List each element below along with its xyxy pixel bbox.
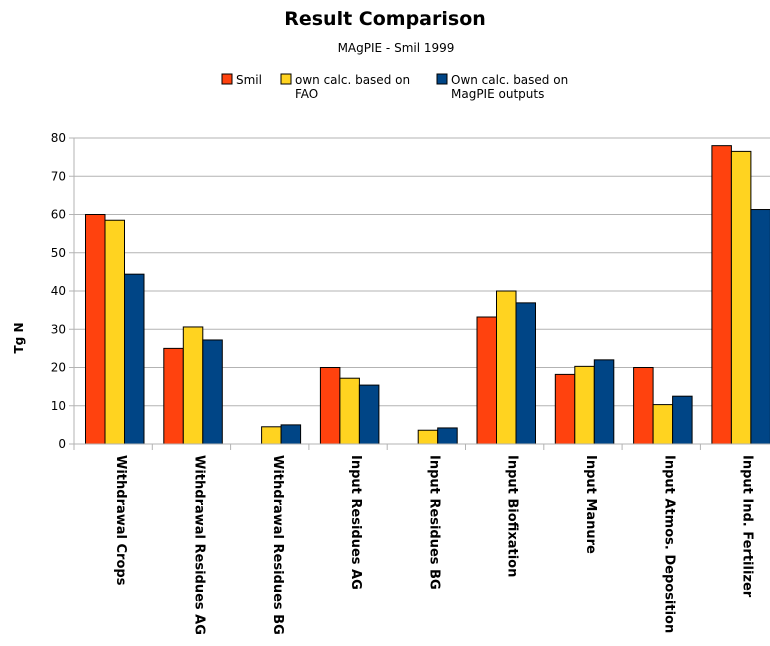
bar <box>339 377 360 445</box>
x-category-label: Input Residues AG <box>348 455 363 590</box>
x-category-label: Withdrawal Crops <box>113 455 128 586</box>
bar <box>280 424 302 445</box>
bar <box>554 373 576 445</box>
bar <box>85 214 106 445</box>
legend-label: Smil <box>236 73 262 87</box>
bar <box>124 273 145 445</box>
bar <box>711 145 732 445</box>
legend-label: MagPIE outputs <box>451 87 544 101</box>
axes <box>73 138 770 450</box>
y-tick-label: 70 <box>51 169 66 183</box>
bar <box>730 150 752 445</box>
x-category-label: Input Ind. Fertilizer <box>740 455 755 598</box>
y-axis-label: Tg N <box>12 323 26 354</box>
bar <box>319 367 341 445</box>
x-category-label: Input Biofixation <box>505 455 520 577</box>
x-category-label: Withdrawal Residues AG <box>191 455 206 635</box>
y-tick-label: 30 <box>51 322 66 336</box>
bar <box>515 302 536 445</box>
bar <box>104 219 125 445</box>
bar <box>182 326 204 445</box>
y-tick-label: 60 <box>51 208 66 222</box>
legend-swatch <box>436 73 448 85</box>
legend-swatch <box>221 73 233 85</box>
bar <box>261 426 282 445</box>
y-tick-label: 80 <box>51 131 66 145</box>
legend-label: Own calc. based on <box>451 73 568 87</box>
bar <box>202 339 223 445</box>
chart-subtitle: MAgPIE - Smil 1999 <box>338 41 455 55</box>
bar <box>496 290 517 445</box>
y-tick-label: 10 <box>51 399 66 413</box>
bars <box>85 145 770 445</box>
chart-title: Result Comparison <box>284 8 486 30</box>
bar <box>574 365 595 445</box>
bar <box>417 429 439 445</box>
x-category-label: Input Manure <box>583 455 598 554</box>
x-category-label: Input Residues BG <box>426 455 441 590</box>
x-category-label: Withdrawal Residues BG <box>270 455 285 635</box>
bar <box>652 404 674 445</box>
legend-label: own calc. based on <box>295 73 410 87</box>
bar <box>750 209 770 445</box>
legend-swatch <box>280 73 292 85</box>
y-tick-label: 50 <box>51 246 66 260</box>
bar <box>437 427 458 445</box>
y-tick-label: 0 <box>58 437 66 451</box>
bar <box>672 395 693 445</box>
bar <box>358 384 380 445</box>
bar <box>593 359 615 445</box>
y-tick-label: 20 <box>51 361 66 375</box>
bar <box>633 367 654 445</box>
x-axis-category-labels: Withdrawal Crops Withdrawal Residues AG Wi… <box>113 455 754 635</box>
bar <box>163 347 184 445</box>
legend-label: FAO <box>295 87 318 101</box>
y-tick-label: 40 <box>51 284 66 298</box>
y-axis-ticks: 0 10 20 30 40 50 60 70 80 <box>51 131 74 451</box>
bar <box>476 316 497 445</box>
x-category-label: Input Atmos. Deposition <box>661 455 676 633</box>
